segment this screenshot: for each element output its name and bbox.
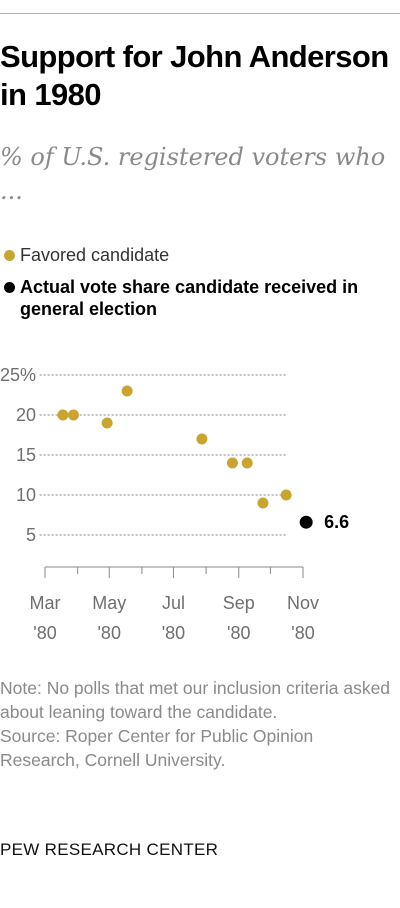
y-tick-label: 15 — [16, 445, 36, 465]
brand-footer: PEW RESEARCH CENTER — [0, 840, 219, 859]
x-tick-label-month: Jul — [162, 593, 185, 613]
favored-point — [57, 409, 69, 421]
grid-layer: 25% 20 15 10 5 — [0, 365, 287, 545]
note-text: Note: No polls that met our inclusion cr… — [0, 678, 391, 722]
x-tick-label-year: '80 — [33, 623, 56, 643]
favored-point — [101, 417, 113, 429]
actual-vote-point — [299, 515, 313, 529]
x-tick-label-month: Nov — [287, 593, 319, 613]
legend: Favored candidate Actual vote share cand… — [0, 244, 400, 320]
legend-dot-favored — [4, 250, 15, 261]
scatter-chart: 25% 20 15 10 5 Mar '80 May '80 Jul '80 Sep '80 Nov '8… — [0, 365, 349, 643]
notes: Note: No polls that met our inclusion cr… — [0, 676, 395, 772]
favored-point — [280, 489, 292, 501]
x-axis: Mar '80 May '80 Jul '80 Sep '80 Nov '80 — [30, 566, 319, 643]
x-tick-label-month: May — [92, 593, 126, 613]
points-layer: 6.6 — [57, 385, 349, 532]
favored-point — [67, 409, 79, 421]
favored-point — [257, 497, 269, 509]
legend-label-favored: Favored candidate — [20, 245, 170, 265]
legend-item-actual: Actual vote share candidate received in … — [0, 276, 400, 320]
favored-point — [121, 385, 133, 397]
top-rule — [0, 13, 400, 14]
actual-vote-label: 6.6 — [324, 512, 349, 532]
y-tick-label: 5 — [26, 525, 36, 545]
x-tick-label-month: Mar — [30, 593, 61, 613]
x-tick-label-year: '80 — [291, 623, 314, 643]
favored-point — [226, 457, 238, 469]
legend-label-actual: Actual vote share candidate received in … — [20, 277, 359, 319]
x-tick-label-month: Sep — [223, 593, 255, 613]
chart-subtitle: % of U.S. registered voters who ... — [0, 143, 386, 205]
x-tick-label-year: '80 — [98, 623, 121, 643]
x-tick-label-year: '80 — [227, 623, 250, 643]
favored-point — [196, 433, 208, 445]
source-text: Source: Roper Center for Public Opinion … — [0, 726, 314, 770]
legend-item-favored: Favored candidate — [0, 244, 400, 266]
favored-point — [241, 457, 253, 469]
y-tick-label: 10 — [16, 485, 36, 505]
y-tick-label: 20 — [16, 405, 36, 425]
y-tick-label: 25% — [0, 365, 36, 385]
x-tick-label-year: '80 — [162, 623, 185, 643]
legend-dot-actual — [4, 282, 15, 293]
chart-title: Support for John Anderson in 1980 — [0, 39, 389, 112]
